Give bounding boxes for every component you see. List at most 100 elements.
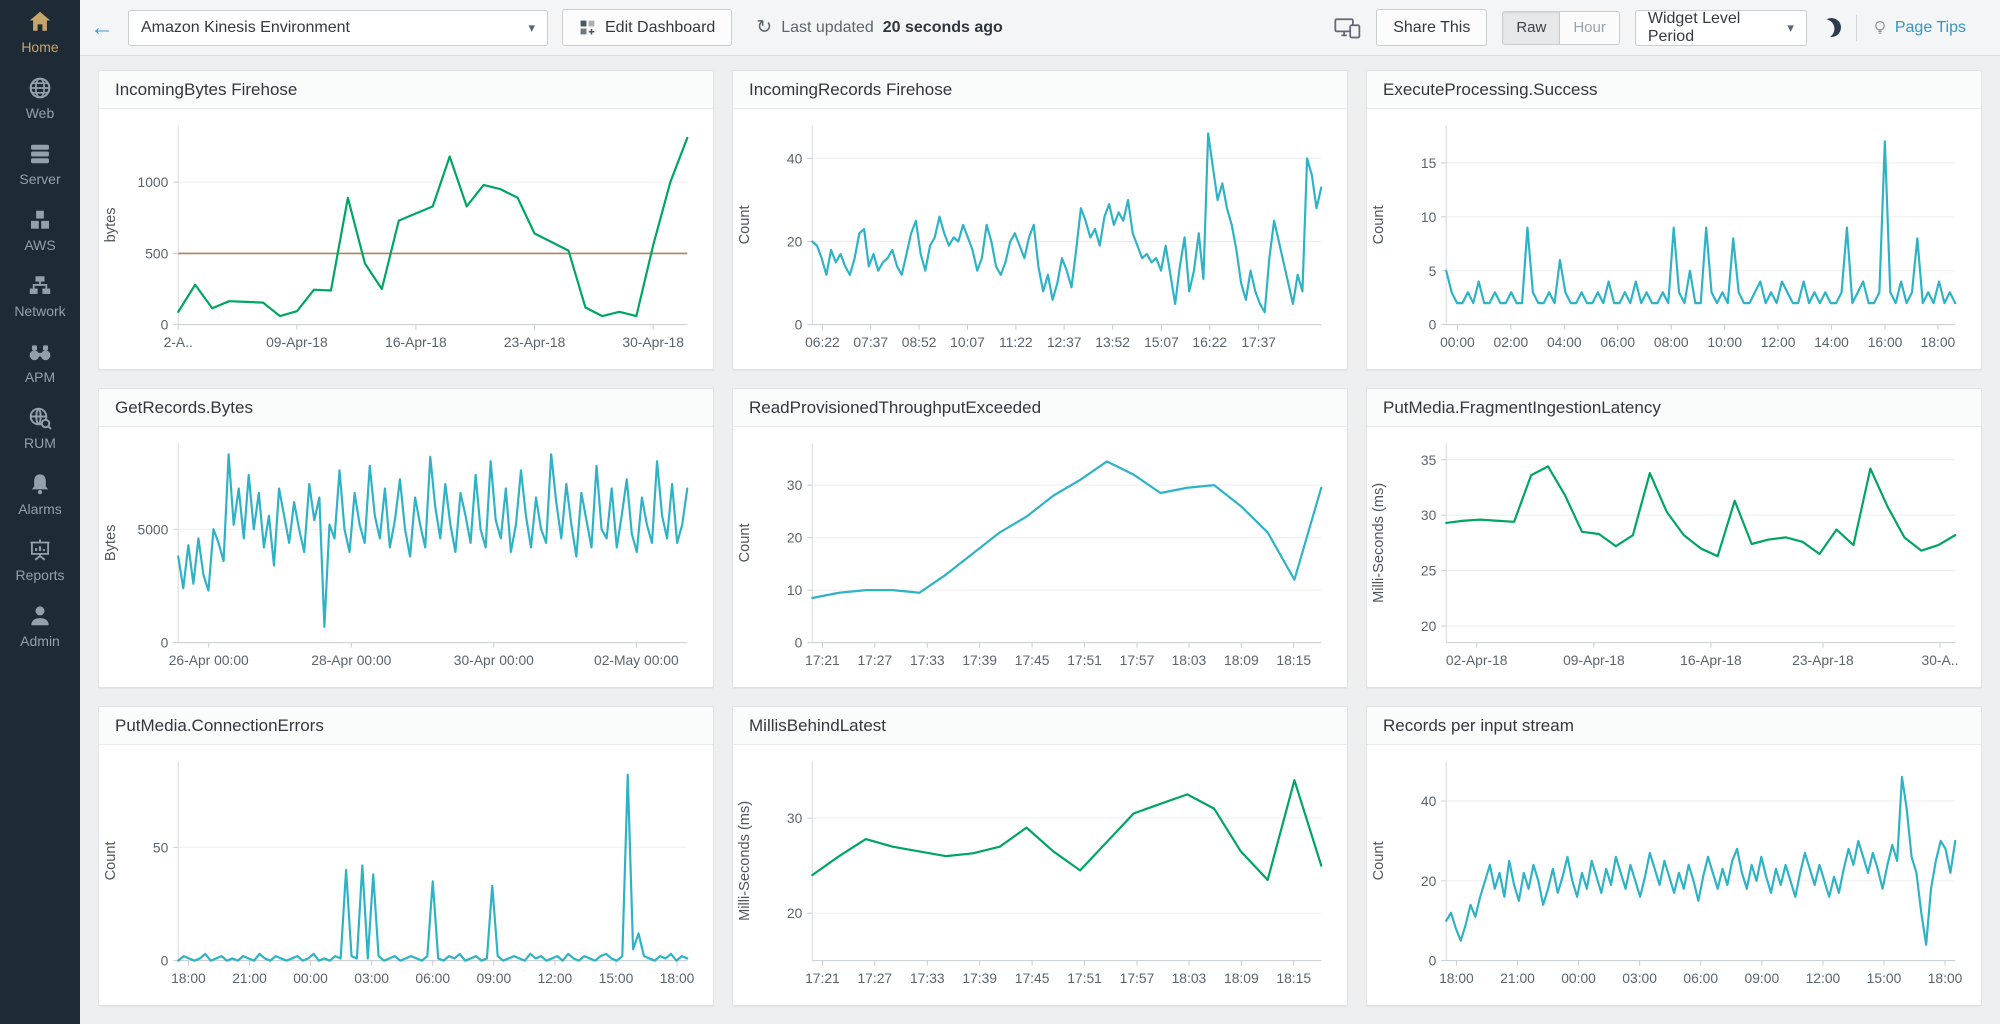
widget-executeprocessing-success: ExecuteProcessing.Success 0 5 10 15 00:00 02:… xyxy=(1366,70,1982,370)
line-chart[interactable]: 0 5000 26-Apr 00:00 28-Apr 00:00 30-Apr 00:0… xyxy=(99,427,713,687)
server-icon xyxy=(31,144,49,164)
line-chart[interactable]: 0 50 18:00 21:00 00:00 03:00 06:00 09:00 12:00 15… xyxy=(99,745,713,1005)
sidebar-item-label: Network xyxy=(14,303,66,319)
svg-text:20: 20 xyxy=(787,233,803,249)
svg-text:20: 20 xyxy=(787,905,803,921)
sidebar-item-aws[interactable]: AWS xyxy=(0,208,80,253)
svg-text:Count: Count xyxy=(1371,841,1387,880)
sidebar-item-server[interactable]: Server xyxy=(0,142,80,187)
svg-text:30-A..: 30-A.. xyxy=(1922,652,1959,668)
line-chart[interactable]: 20 25 30 35 02-Apr-18 09-Apr-18 16-Apr-18 23-Ap… xyxy=(1367,427,1981,687)
widget-level-period-select[interactable]: Widget Level Period ▾ xyxy=(1634,9,1807,46)
svg-text:21:00: 21:00 xyxy=(1500,970,1535,986)
line-chart[interactable]: 20 30 17:21 17:27 17:33 17:39 17:45 17:51 17:57 1… xyxy=(733,745,1347,1005)
toggle-hour[interactable]: Hour xyxy=(1560,11,1619,44)
svg-text:30-Apr 00:00: 30-Apr 00:00 xyxy=(454,652,534,668)
line-chart[interactable]: 0 20 40 18:00 21:00 00:00 03:00 06:00 09:00 12:00… xyxy=(1367,745,1981,1005)
svg-text:10: 10 xyxy=(787,582,803,598)
svg-text:12:00: 12:00 xyxy=(538,970,573,986)
dashboard-select[interactable]: Amazon Kinesis Environment ▾ xyxy=(128,9,548,46)
widget-title: ReadProvisionedThroughputExceeded xyxy=(733,389,1347,427)
widget-millisbehindlatest: MillisBehindLatest 20 30 17:21 17:27 17:33 17… xyxy=(732,706,1348,1006)
line-chart[interactable]: 0 20 40 06:22 07:37 08:52 10:07 11:22 12:37 13:52… xyxy=(733,109,1347,369)
widget-level-period-label: Widget Level Period xyxy=(1647,9,1741,45)
svg-text:2-A..: 2-A.. xyxy=(164,334,193,350)
svg-text:18:00: 18:00 xyxy=(1439,970,1474,986)
dark-mode-moon-icon[interactable] xyxy=(1820,16,1843,39)
svg-text:10:00: 10:00 xyxy=(1707,334,1742,350)
svg-text:500: 500 xyxy=(145,245,168,261)
sidebar-item-reports[interactable]: Reports xyxy=(0,538,80,583)
sidebar-item-network[interactable]: Network xyxy=(0,274,80,319)
back-arrow-icon[interactable]: ← xyxy=(90,13,114,41)
sidebar-item-label: RUM xyxy=(24,435,56,451)
svg-text:17:57: 17:57 xyxy=(1120,970,1155,986)
user-icon xyxy=(31,606,49,626)
svg-text:12:37: 12:37 xyxy=(1047,334,1082,350)
svg-text:17:51: 17:51 xyxy=(1067,652,1102,668)
svg-text:20: 20 xyxy=(1421,618,1437,634)
svg-text:Milli-Seconds (ms): Milli-Seconds (ms) xyxy=(737,801,753,921)
page-tips[interactable]: Page Tips xyxy=(1872,19,1966,37)
svg-text:Count: Count xyxy=(103,841,119,880)
line-chart[interactable]: 0 10 20 30 17:21 17:27 17:33 17:39 17:45 17:51 17:… xyxy=(733,427,1347,687)
svg-text:18:00: 18:00 xyxy=(1921,334,1956,350)
page-tips-label: Page Tips xyxy=(1894,18,1966,36)
home-icon xyxy=(29,11,51,31)
svg-text:06:00: 06:00 xyxy=(1600,334,1635,350)
svg-text:16-Apr-18: 16-Apr-18 xyxy=(385,334,447,350)
svg-text:08:52: 08:52 xyxy=(902,334,937,350)
svg-text:23-Apr-18: 23-Apr-18 xyxy=(504,334,566,350)
svg-text:0: 0 xyxy=(161,953,169,969)
sidebar-item-alarms[interactable]: Alarms xyxy=(0,472,80,517)
svg-text:0: 0 xyxy=(795,317,803,333)
svg-text:14:00: 14:00 xyxy=(1814,334,1849,350)
svg-text:17:33: 17:33 xyxy=(910,652,945,668)
svg-text:20: 20 xyxy=(787,530,803,546)
svg-text:40: 40 xyxy=(787,150,803,166)
refresh-icon[interactable]: ↻ xyxy=(756,17,773,38)
svg-text:15:00: 15:00 xyxy=(599,970,634,986)
sidebar: Home Web Server AWS Network APM RUM Alar… xyxy=(0,0,80,1024)
svg-text:06:00: 06:00 xyxy=(1683,970,1718,986)
svg-text:12:00: 12:00 xyxy=(1806,970,1841,986)
svg-text:10:07: 10:07 xyxy=(950,334,985,350)
svg-text:06:22: 06:22 xyxy=(805,334,840,350)
bell-icon xyxy=(31,474,49,495)
aws-cubes-icon xyxy=(31,210,49,229)
svg-text:06:00: 06:00 xyxy=(415,970,450,986)
svg-text:18:03: 18:03 xyxy=(1172,970,1207,986)
svg-text:50: 50 xyxy=(153,839,169,855)
svg-text:09:00: 09:00 xyxy=(1745,970,1780,986)
chevron-down-icon: ▾ xyxy=(1787,19,1794,35)
toolbar: ← Amazon Kinesis Environment ▾ Edit Dash… xyxy=(80,0,2000,56)
svg-text:10: 10 xyxy=(1421,209,1437,225)
svg-text:17:33: 17:33 xyxy=(910,970,945,986)
svg-text:28-Apr 00:00: 28-Apr 00:00 xyxy=(311,652,391,668)
dashboard-select-value: Amazon Kinesis Environment xyxy=(141,18,350,36)
svg-text:17:45: 17:45 xyxy=(1015,970,1050,986)
svg-text:17:21: 17:21 xyxy=(805,652,840,668)
svg-text:08:00: 08:00 xyxy=(1654,334,1689,350)
binoculars-icon xyxy=(29,345,51,361)
svg-text:40: 40 xyxy=(1421,793,1437,809)
svg-text:0: 0 xyxy=(1429,953,1437,969)
edit-dashboard-button[interactable]: Edit Dashboard xyxy=(562,9,733,46)
line-chart[interactable]: 0 5 10 15 00:00 02:00 04:00 06:00 08:00 10:00 12:0… xyxy=(1367,109,1981,369)
line-chart[interactable]: 0 500 1000 2-A.. 09-Apr-18 16-Apr-18 23-Apr-18… xyxy=(99,109,713,369)
svg-text:03:00: 03:00 xyxy=(1622,970,1657,986)
sidebar-item-apm[interactable]: APM xyxy=(0,340,80,385)
svg-text:bytes: bytes xyxy=(103,207,119,242)
sidebar-item-label: Reports xyxy=(15,567,65,583)
widget-readprovisionedthroughputexceeded: ReadProvisionedThroughputExceeded 0 10 20 3… xyxy=(732,388,1348,688)
sidebar-item-label: APM xyxy=(24,369,56,385)
share-this-button[interactable]: Share This xyxy=(1376,9,1488,46)
sidebar-item-web[interactable]: Web xyxy=(0,76,80,121)
last-updated-prefix: Last updated xyxy=(781,18,874,36)
devices-icon[interactable] xyxy=(1334,17,1361,39)
sidebar-item-rum[interactable]: RUM xyxy=(0,406,80,451)
toggle-raw[interactable]: Raw xyxy=(1503,11,1561,44)
sidebar-item-admin[interactable]: Admin xyxy=(0,604,80,649)
sidebar-item-home[interactable]: Home xyxy=(0,10,80,55)
lightbulb-icon xyxy=(1875,20,1885,34)
